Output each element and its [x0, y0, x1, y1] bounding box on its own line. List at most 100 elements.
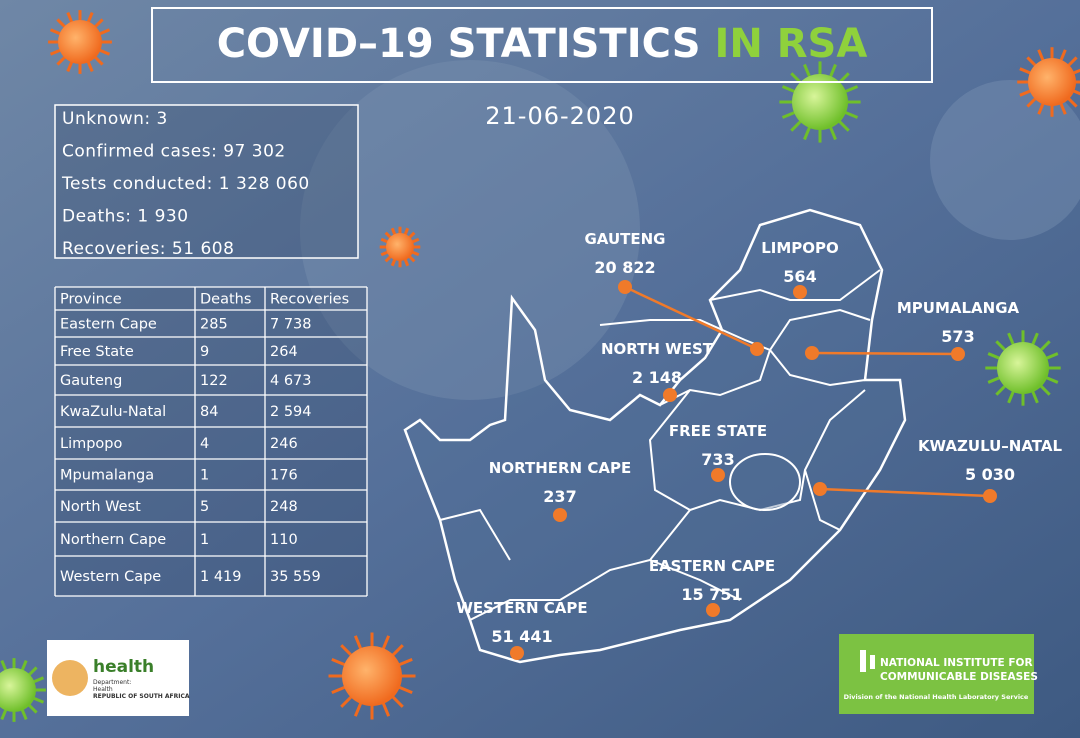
table-cell: Free State: [60, 344, 134, 360]
title: COVID–19 STATISTICS IN RSA: [217, 21, 868, 67]
province-count: 20 822: [594, 258, 655, 277]
table-cell: 264: [270, 344, 298, 360]
province-count: 5 030: [965, 465, 1015, 484]
marker-dot: [510, 646, 524, 660]
table-cell: Deaths: [200, 292, 251, 308]
title-box: [151, 7, 933, 83]
table-cell: North West: [60, 499, 141, 515]
province-count: 51 441: [491, 627, 552, 646]
table-cell: Western Cape: [60, 569, 161, 585]
logo-line: Division of the National Health Laborato…: [844, 693, 1029, 701]
table-cell: 5: [200, 499, 209, 515]
province-name: NORTHERN CAPE: [489, 459, 631, 477]
marker-dot: [706, 603, 720, 617]
province-count: 564: [783, 267, 816, 286]
virus: [379, 226, 421, 268]
table-cell: 246: [270, 436, 298, 452]
virus: [1017, 47, 1080, 117]
virus-body: [792, 74, 848, 130]
marker-dot: [983, 489, 997, 503]
virus-body: [997, 342, 1049, 394]
table-cell: 84: [200, 404, 218, 420]
province-name: EASTERN CAPE: [649, 557, 775, 575]
health-logo: health Department: Health REPUBLIC OF SO…: [47, 640, 190, 716]
table-cell: 248: [270, 499, 298, 515]
virus-body: [0, 668, 36, 712]
province-name: WESTERN CAPE: [456, 599, 587, 617]
table-cell: 1 419: [200, 569, 242, 585]
table-cell: 7 738: [270, 317, 312, 333]
marker-dot: [618, 280, 632, 294]
virus: [779, 61, 861, 143]
virus-body: [386, 233, 414, 261]
virus-body: [342, 646, 402, 706]
title-highlight: IN RSA: [714, 21, 867, 67]
marker-dot: [951, 347, 965, 361]
summary-line: Confirmed cases: 97 302: [62, 142, 286, 162]
summary-line: Unknown: 3: [62, 109, 168, 129]
table-cell: Recoveries: [270, 292, 349, 308]
map: GAUTENG 20 822 LIMPOPO 564 MPUMALANGA 573 NORT…: [403, 208, 1062, 664]
summary-line: Recoveries: 51 608: [62, 239, 234, 259]
province-name: MPUMALANGA: [897, 299, 1020, 317]
province-count: 15 751: [681, 585, 742, 604]
table-cell: 1: [200, 532, 209, 548]
province-name: KWAZULU–NATAL: [918, 437, 1063, 455]
table-cell: Mpumalanga: [60, 468, 154, 484]
logo-line: REPUBLIC OF SOUTH AFRICA: [93, 693, 190, 700]
table-cell: 4: [200, 436, 209, 452]
leader-line: [624, 285, 758, 351]
marker-dot: [793, 285, 807, 299]
table-bg: [55, 287, 367, 596]
province-count: 237: [543, 487, 576, 506]
table-cell: 4 673: [270, 373, 312, 389]
virus-body: [1028, 58, 1076, 106]
summary-line: Tests conducted: 1 328 060: [61, 174, 310, 194]
logo-icon: [860, 650, 875, 672]
leader-line: [811, 351, 959, 356]
province-count: 2 148: [632, 368, 682, 387]
table-cell: KwaZulu-Natal: [60, 404, 166, 420]
province-count: 573: [941, 327, 974, 346]
table-cell: 2 594: [270, 404, 312, 420]
title-main: COVID–19 STATISTICS: [217, 21, 701, 67]
table-cell: 1: [200, 468, 209, 484]
marker-dot: [813, 482, 827, 496]
country-outline: [403, 208, 907, 664]
marker-dot: [805, 346, 819, 360]
backdrop-virus: [300, 60, 640, 400]
table-cell: Limpopo: [60, 436, 123, 452]
logo-line: COMMUNICABLE DISEASES: [880, 671, 1038, 683]
virus: [0, 658, 46, 722]
marker-dot: [711, 468, 725, 482]
table-cell: Northern Cape: [60, 532, 166, 548]
virus: [985, 330, 1061, 406]
lesotho: [729, 453, 801, 511]
coat-of-arms: [52, 660, 88, 696]
table-cell: Gauteng: [60, 373, 122, 389]
summary-box: [54, 104, 359, 259]
virus: [48, 10, 112, 74]
marker-dot: [750, 342, 764, 356]
summary: Unknown: 3 Confirmed cases: 97 302 Tests c…: [61, 109, 310, 259]
table-cell: 110: [270, 532, 298, 548]
table-cell: 176: [270, 468, 298, 484]
date: 21-06-2020: [485, 102, 634, 130]
province-count: 733: [701, 450, 734, 469]
province-name: GAUTENG: [585, 230, 666, 248]
province-name: NORTH WEST: [601, 340, 714, 358]
province-name: FREE STATE: [669, 422, 767, 440]
backdrop-virus: [930, 80, 1080, 240]
province-table: Province Deaths Recoveries Eastern Cape 285 7…: [54, 286, 368, 597]
logo-word: health: [93, 657, 154, 677]
map-labels: GAUTENG 20 822 LIMPOPO 564 MPUMALANGA 573 NORT…: [456, 230, 1062, 660]
marker-dot: [553, 508, 567, 522]
table-cell: 35 559: [270, 569, 321, 585]
table-cell: 285: [200, 317, 228, 333]
logo-line: Department:: [93, 679, 131, 686]
province-borders: [439, 269, 881, 621]
logo-line: Health: [93, 686, 113, 693]
